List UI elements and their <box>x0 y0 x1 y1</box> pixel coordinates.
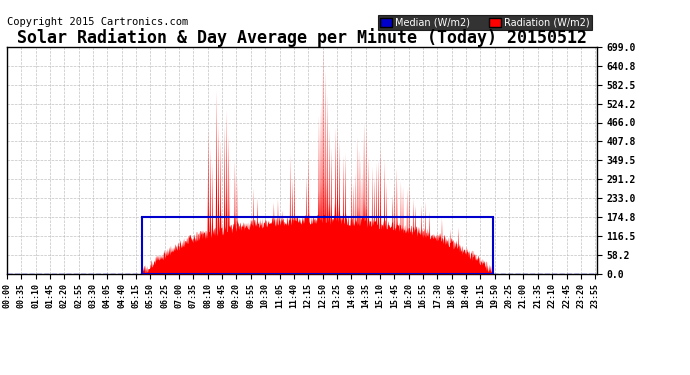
Bar <box>142 217 493 274</box>
Text: Copyright 2015 Cartronics.com: Copyright 2015 Cartronics.com <box>7 17 188 27</box>
Title: Solar Radiation & Day Average per Minute (Today) 20150512: Solar Radiation & Day Average per Minute… <box>17 28 587 47</box>
Legend: Median (W/m2), Radiation (W/m2): Median (W/m2), Radiation (W/m2) <box>378 15 592 30</box>
